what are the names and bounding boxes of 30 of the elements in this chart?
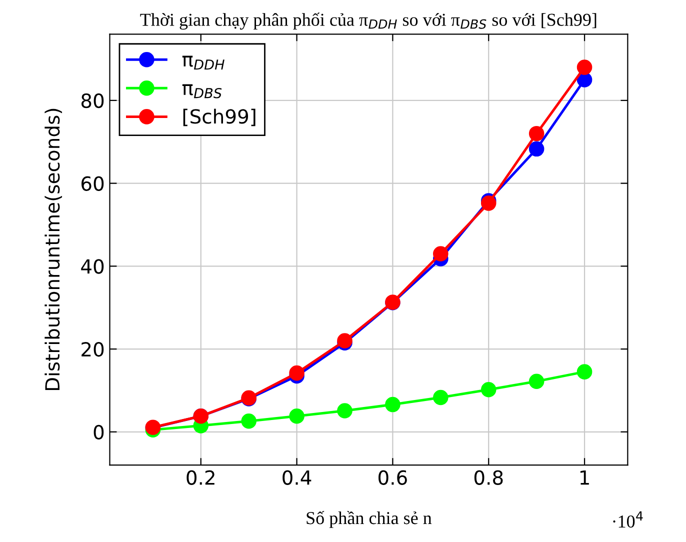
x-axis-title: Số phần chia sẻ n (306, 510, 432, 528)
y-tick-label: 20 (82, 342, 104, 357)
point (241, 413, 256, 429)
x-tick-label: 0.2 (186, 470, 214, 485)
legend-label: π$_{DDH}$ (182, 56, 224, 70)
x-tick-label: 0.4 (282, 470, 312, 485)
point (576, 60, 592, 75)
point (576, 364, 592, 380)
y-tick-label: 60 (82, 176, 104, 191)
x-tick-label: 0.6 (378, 470, 407, 485)
point (480, 382, 496, 398)
chart-title: Thời gian chạy phân phối của π$_{DDH}$ so với π$_{DBS}$ so với [Sch99] (140, 12, 596, 30)
legend-label: [Sch99] (183, 108, 256, 126)
y-tick-label: 0 (94, 424, 104, 440)
legend-label: π$_{DBS}$ (182, 84, 222, 98)
text: ·10$^{4}$ (613, 511, 643, 528)
point (289, 365, 304, 381)
point (433, 246, 448, 262)
point (433, 390, 448, 406)
point (528, 141, 544, 157)
y-tick-label: 40 (81, 259, 104, 274)
point (528, 126, 544, 142)
point (385, 396, 400, 412)
y-tick-label: 80 (81, 93, 104, 108)
point (337, 403, 352, 418)
x-tick-label: 1 (580, 470, 589, 485)
point (528, 374, 544, 389)
point (289, 408, 304, 424)
x-tick-label: 0.8 (474, 470, 503, 485)
y-axis-title: Distributionruntime(seconds) (44, 108, 62, 390)
